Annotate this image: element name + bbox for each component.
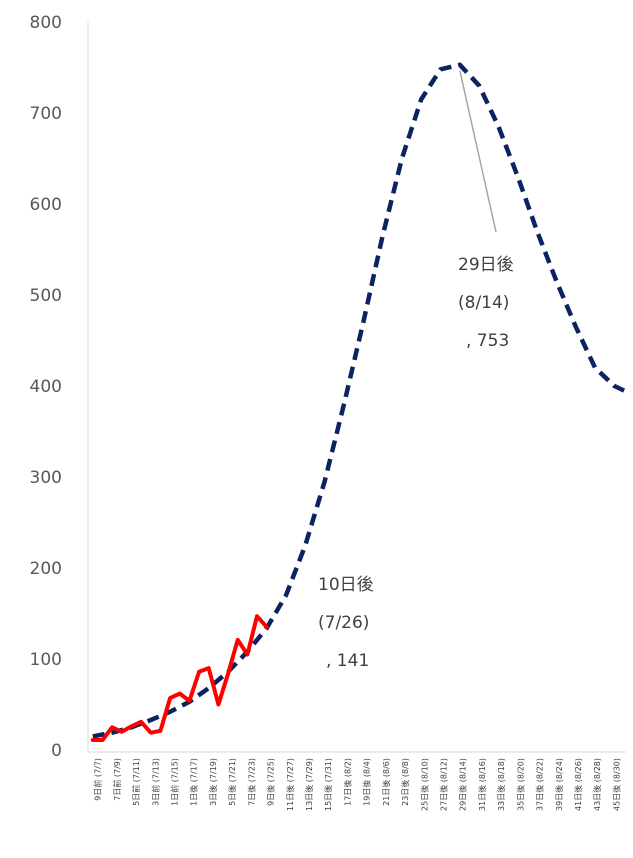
forecast-series-line	[92, 62, 626, 739]
x-tick-label: 41日後 (8/26)	[573, 758, 583, 811]
x-tick-label: 27日後 (8/12)	[439, 758, 449, 811]
x-tick-label: 21日後 (8/6)	[381, 758, 391, 806]
x-tick-label: 29日後 (8/14)	[458, 758, 468, 811]
x-tick-label: 11日後 (7/27)	[285, 758, 295, 811]
x-tick-label: 45日後 (8/30)	[611, 758, 621, 811]
annotation-label: 10日後	[318, 575, 374, 595]
x-tick-label: 9日後 (7/25)	[266, 758, 276, 806]
y-tick-label: 200	[30, 559, 62, 579]
y-tick-label: 300	[30, 468, 62, 488]
actual-series-line	[90, 614, 269, 742]
annotation-label: , 141	[326, 651, 369, 671]
x-tick-label: 35日後 (8/20)	[515, 758, 525, 811]
x-tick-label: 1日後 (7/17)	[189, 758, 199, 806]
x-tick-label: 5日後 (7/21)	[227, 758, 237, 806]
y-tick-label: 700	[30, 104, 62, 124]
y-tick-label: 100	[30, 650, 62, 670]
y-tick-label: 500	[30, 286, 62, 306]
annotation-leader-line	[459, 70, 497, 233]
x-tick-label: 43日後 (8/28)	[592, 758, 602, 811]
y-tick-label: 800	[30, 13, 62, 33]
annotation-label: (7/26)	[318, 613, 369, 633]
x-tick-label: 39日後 (8/24)	[554, 758, 564, 811]
annotation-label: , 753	[466, 331, 509, 351]
x-tick-label: 5日前 (7/11)	[131, 758, 141, 806]
x-tick-label: 17日後 (8/2)	[342, 758, 352, 806]
y-tick-label: 400	[30, 377, 62, 397]
y-tick-label: 0	[51, 741, 62, 761]
x-tick-label: 13日後 (7/29)	[304, 758, 314, 811]
x-tick-label: 3日前 (7/13)	[150, 758, 160, 806]
x-tick-label: 33日後 (8/18)	[496, 758, 506, 811]
x-tick-label: 7日後 (7/23)	[246, 758, 256, 806]
x-tick-label: 19日後 (8/4)	[362, 758, 372, 806]
x-tick-label: 3日後 (7/19)	[208, 758, 218, 806]
x-tick-label: 37日後 (8/22)	[535, 758, 545, 811]
annotation-label: 29日後	[458, 255, 514, 275]
x-tick-label: 15日後 (7/31)	[323, 758, 333, 811]
x-tick-label: 1日前 (7/15)	[170, 758, 180, 806]
x-tick-label: 31日後 (8/16)	[477, 758, 487, 811]
x-tick-label: 23日後 (8/8)	[400, 758, 410, 806]
x-tick-label: 25日後 (8/10)	[419, 758, 429, 811]
x-tick-label: 7日前 (7/9)	[112, 758, 122, 801]
x-tick-label: 9日前 (7/7)	[93, 758, 103, 801]
y-tick-label: 600	[30, 195, 62, 215]
annotation-label: (8/14)	[458, 293, 509, 313]
